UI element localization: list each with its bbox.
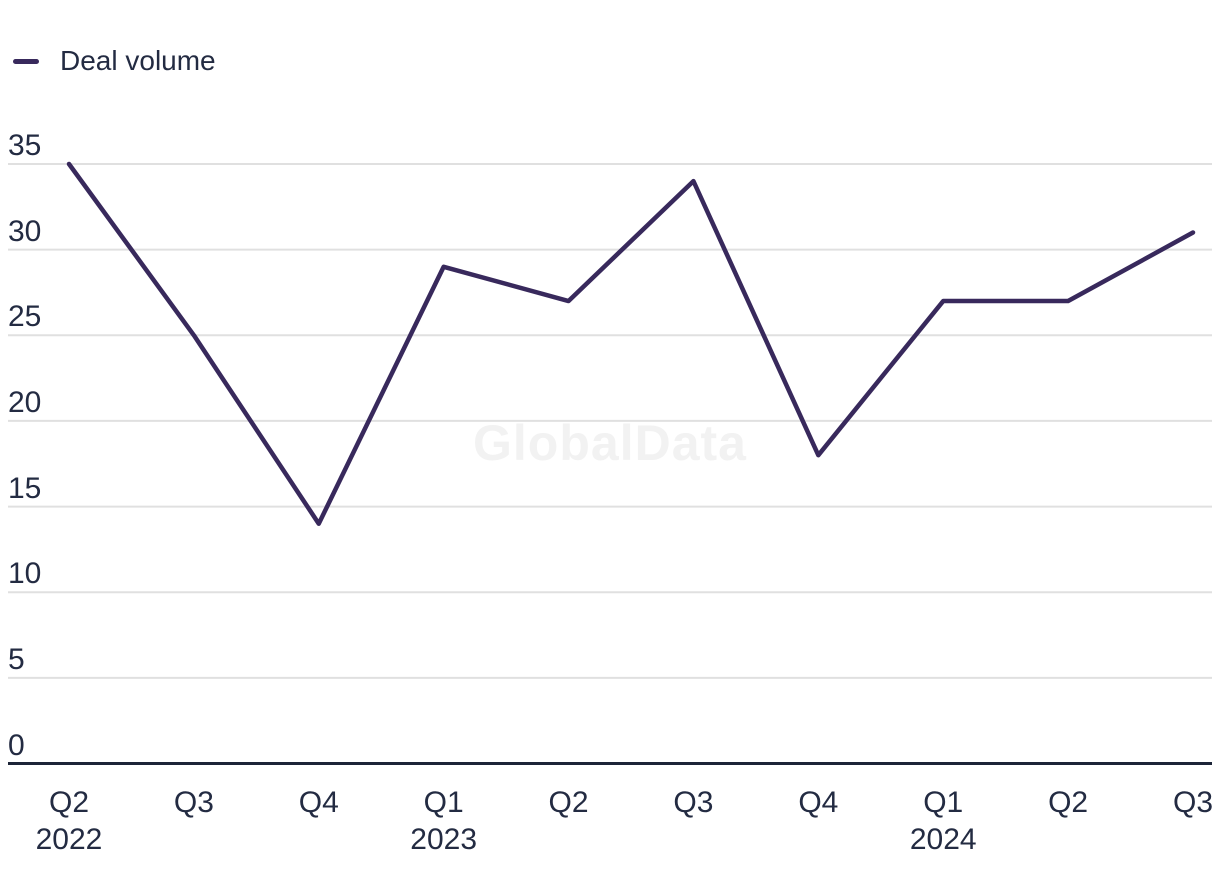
x-axis-tick-year: 2022 [35, 823, 103, 856]
legend-line-swatch [13, 58, 39, 64]
y-axis-tick-label: 20 [8, 385, 42, 419]
deal-volume-line [66, 161, 1196, 526]
x-axis-tick-quarter: Q3 [173, 786, 214, 819]
legend-item-label: Deal volume [60, 45, 216, 76]
x-axis-tick-label: Q4 [748, 784, 888, 821]
x-axis-tick-label: Q3 [124, 784, 264, 821]
x-axis-tick-quarter: Q2 [1048, 786, 1089, 819]
globaldata-watermark: GlobalData [473, 415, 747, 471]
x-axis-tick-label: Q1 2024 [873, 784, 1013, 858]
x-axis-tick-quarter: Q4 [298, 786, 339, 819]
x-axis-tick-quarter: Q3 [673, 786, 714, 819]
y-axis-tick-label: 15 [8, 471, 42, 505]
series-group [66, 161, 1196, 526]
x-axis-tick-year: 2023 [410, 823, 478, 856]
y-axis-tick-label: 25 [8, 300, 42, 334]
x-axis-tick-label: Q1 2023 [374, 784, 514, 858]
x-axis-tick-quarter: Q4 [798, 786, 839, 819]
x-axis-tick-label: Q2 2022 [0, 784, 139, 858]
x-axis-tick-label: Q4 [249, 784, 389, 821]
y-axis-tick-label: 30 [8, 214, 42, 248]
x-axis-tick-quarter: Q2 [48, 786, 90, 819]
y-axis-tick-label: 5 [8, 642, 25, 676]
x-axis-tick-quarter: Q1 [923, 786, 964, 819]
y-axis-tick-label: 35 [8, 129, 42, 162]
x-axis-tick-label: Q3 [1123, 784, 1220, 821]
y-axis-tick-label: 0 [8, 728, 25, 762]
x-axis-tick-quarter: Q3 [1172, 786, 1214, 819]
y-axis-tick-label: 10 [8, 557, 42, 591]
x-axis-tick-label: Q2 [499, 784, 639, 821]
legend: Deal volume [13, 47, 216, 75]
gridline-group [8, 163, 1212, 765]
x-axis-tick-quarter: Q1 [423, 786, 464, 819]
x-axis-tick-quarter: Q2 [548, 786, 589, 819]
x-axis-tick-label: Q2 [998, 784, 1138, 821]
x-axis-tick-label: Q3 [623, 784, 763, 821]
x-axis-tick-year: 2024 [909, 823, 977, 856]
